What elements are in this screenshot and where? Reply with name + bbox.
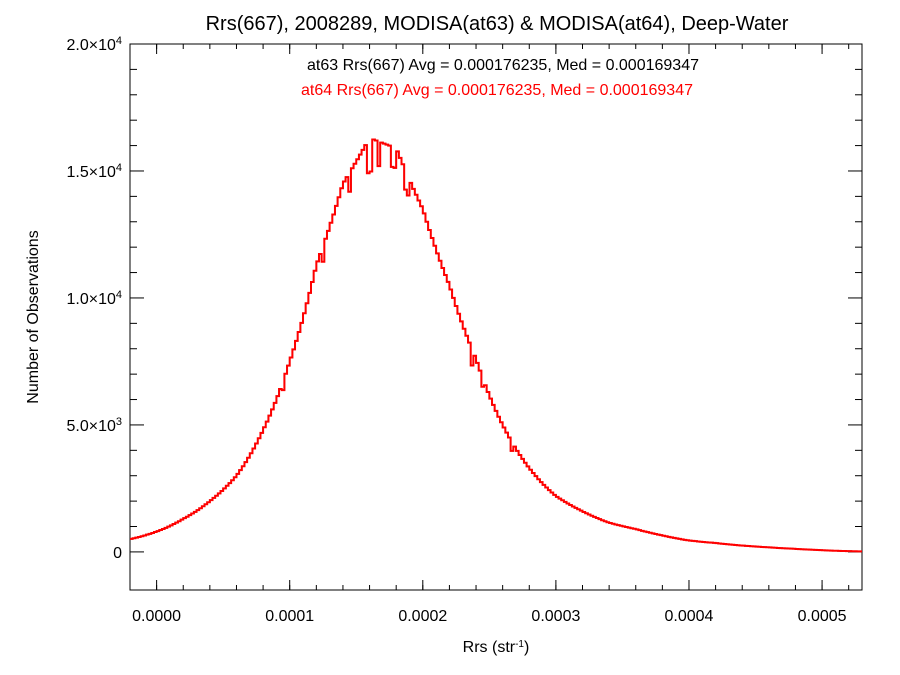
y-tick-mantissa: 1.0×10 bbox=[66, 291, 115, 308]
y-tick-exponent: 3 bbox=[116, 416, 122, 428]
x-tick-label: 0.0003 bbox=[531, 608, 580, 625]
x-axis-label: Rrs (str-1) bbox=[463, 639, 530, 657]
y-tick-mantissa: 0 bbox=[113, 545, 122, 562]
x-tick-label: 0.0001 bbox=[265, 608, 314, 625]
y-tick-label: 2.0×104 bbox=[66, 35, 122, 54]
series-layer bbox=[130, 138, 862, 553]
y-tick-label: 1.0×104 bbox=[66, 289, 122, 308]
x-axis-label-sup: -1 bbox=[515, 639, 524, 650]
x-tick-label: 0.0002 bbox=[398, 608, 447, 625]
y-tick-label: 1.5×104 bbox=[66, 162, 122, 181]
x-tick-label: 0.0000 bbox=[132, 608, 181, 625]
y-tick-mantissa: 2.0×10 bbox=[66, 37, 115, 54]
x-tick-label: 0.0004 bbox=[665, 608, 714, 625]
y-tick-exponent: 4 bbox=[116, 289, 122, 301]
y-tick-exponent: 4 bbox=[116, 35, 122, 47]
chart-title: Rrs(667), 2008289, MODISA(at63) & MODISA… bbox=[206, 13, 789, 35]
y-tick-mantissa: 5.0×10 bbox=[66, 418, 115, 435]
annotation-at63: at63 Rrs(667) Avg = 0.000176235, Med = 0… bbox=[307, 57, 699, 74]
plot-frame bbox=[129, 43, 863, 591]
y-tick-exponent: 4 bbox=[116, 162, 122, 174]
y-axis-label: Number of Observations bbox=[25, 230, 42, 403]
y-tick-label: 0 bbox=[113, 545, 122, 562]
y-tick-label: 5.0×103 bbox=[66, 416, 122, 435]
x-axis-label-close: ) bbox=[524, 639, 529, 656]
x-tick-label: 0.0005 bbox=[798, 608, 847, 625]
y-tick-mantissa: 1.5×10 bbox=[66, 164, 115, 181]
series-at64-line bbox=[130, 138, 862, 553]
plot-area-border bbox=[129, 43, 863, 591]
annotation-at64: at64 Rrs(667) Avg = 0.000176235, Med = 0… bbox=[301, 82, 693, 99]
series-at63-line bbox=[130, 138, 862, 553]
x-axis-label-main: Rrs (str bbox=[463, 639, 516, 656]
x-axis: 0.0000 0.0001 0.0002 0.0003 0.0004 0.0005 bbox=[129, 44, 850, 625]
